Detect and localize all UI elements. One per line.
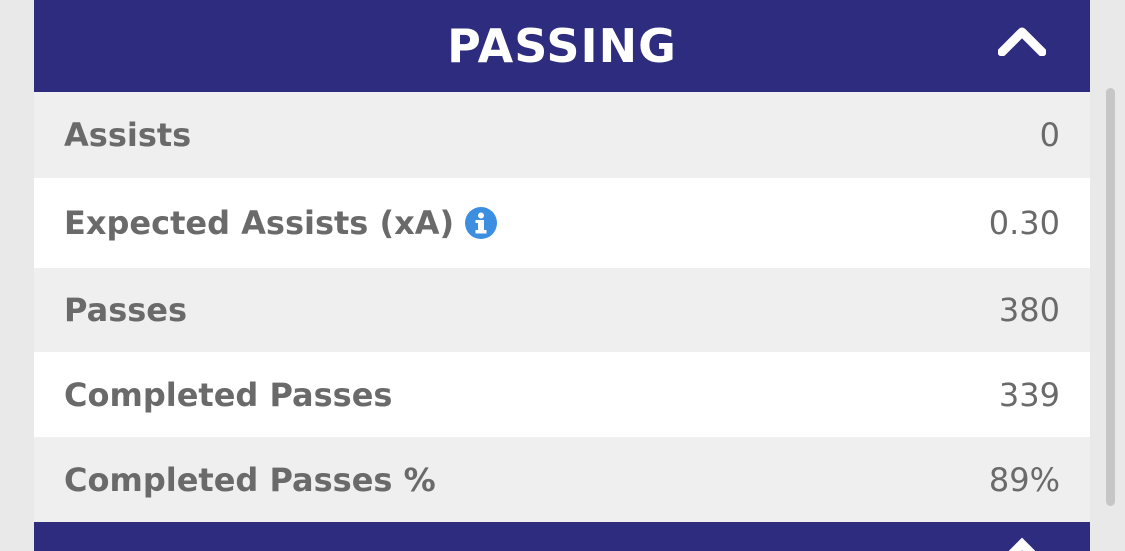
stat-label-text: Completed Passes % <box>64 460 436 499</box>
stat-label-text: Completed Passes <box>64 375 393 414</box>
stat-row: Expected Assists (xA) 0.30 <box>34 178 1090 268</box>
scrollbar[interactable] <box>1106 88 1115 506</box>
stat-value: 0 <box>1039 116 1060 154</box>
stat-value: 380 <box>998 291 1060 329</box>
stat-label: Completed Passes % <box>64 461 436 499</box>
stat-value: 0.30 <box>988 204 1060 242</box>
stat-value: 89% <box>988 460 1060 499</box>
stat-label-text: Passes <box>64 291 188 329</box>
next-section-header[interactable] <box>34 522 1090 551</box>
stats-list: Assists 0 Expected Assists (xA) 0.30 Passes 3… <box>34 92 1090 522</box>
stat-label: Completed Passes <box>64 376 392 414</box>
info-icon[interactable] <box>464 206 498 240</box>
stats-panel: PASSING Assists 0 Expected Assists (xA) 0.3… <box>34 0 1090 522</box>
section-header[interactable]: PASSING <box>34 0 1090 92</box>
stat-label-text: Assists <box>64 116 192 154</box>
stat-value: 339 <box>998 375 1060 414</box>
stat-row: Completed Passes % 89% <box>34 437 1090 522</box>
stat-label: Expected Assists (xA) <box>64 204 498 242</box>
stat-row: Passes 380 <box>34 268 1090 352</box>
stat-label: Assists <box>64 116 191 154</box>
stat-row: Assists 0 <box>34 92 1090 178</box>
stat-row: Completed Passes 339 <box>34 352 1090 437</box>
stat-label: Passes <box>64 291 187 329</box>
section-title: PASSING <box>447 19 677 73</box>
collapse-icon[interactable] <box>992 522 1052 551</box>
collapse-icon[interactable] <box>998 26 1046 56</box>
stat-label-text: Expected Assists (xA) <box>64 204 455 242</box>
